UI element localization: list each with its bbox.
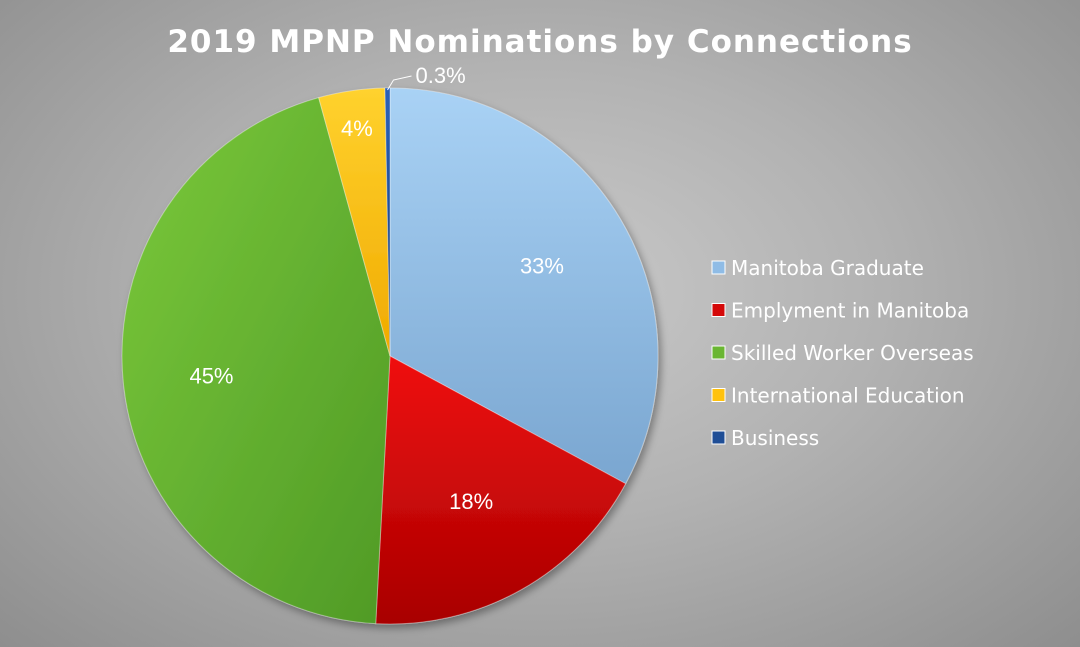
legend-item-label: Manitoba Graduate: [731, 256, 924, 280]
pie-slice-skilled-worker-overseas: [121, 97, 391, 625]
pie-slice-manitoba-graduate: [389, 87, 659, 485]
data-label: 45%: [189, 363, 233, 388]
data-label: 18%: [449, 489, 493, 514]
legend-item-label: Emplyment in Manitoba: [731, 299, 969, 323]
legend-swatch: [711, 260, 726, 275]
legend-swatch: [711, 345, 726, 360]
legend-item-label: Business: [731, 426, 819, 450]
data-label: 0.3%: [416, 63, 466, 88]
data-label: 33%: [520, 253, 564, 278]
pie-slice-emplyment-in-manitoba: [375, 355, 627, 625]
legend-item-label: International Education: [731, 384, 965, 408]
legend-swatch: [711, 430, 726, 445]
data-labels: 33% 18% 45% 4% 0.3%: [189, 63, 564, 514]
legend: Manitoba Graduate Emplyment in Manitoba Sk…: [711, 256, 974, 450]
pie-slices: [121, 87, 659, 625]
chart-title: 2019 MPNP Nominations by Connections: [167, 24, 912, 60]
legend-swatch: [711, 303, 726, 317]
leader-line: [387, 75, 412, 91]
pie-slice-business: [384, 87, 391, 357]
legend-swatch: [711, 388, 726, 402]
data-label: 4%: [341, 116, 373, 141]
legend-item-label: Skilled Worker Overseas: [731, 341, 974, 365]
